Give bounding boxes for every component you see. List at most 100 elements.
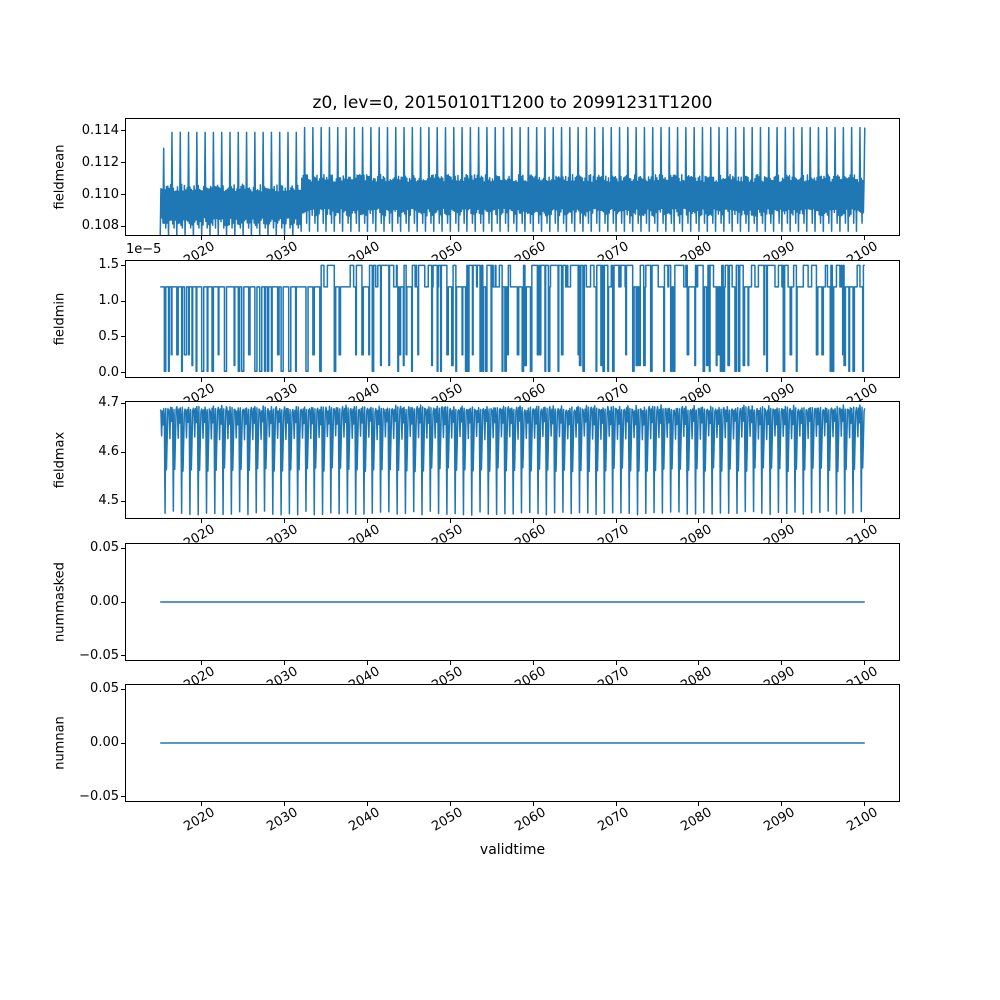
- x-tick-mark: [698, 661, 700, 665]
- axes-spines: [125, 260, 900, 378]
- x-tick-mark: [532, 236, 534, 240]
- x-tick-label: 2080: [678, 805, 715, 835]
- y-tick-mark: [121, 500, 125, 502]
- y-tick-mark: [121, 547, 125, 549]
- x-tick-mark: [781, 802, 783, 806]
- x-tick-mark: [781, 519, 783, 523]
- y-axis-label-fieldmean: fieldmean: [52, 144, 68, 210]
- y-tick-mark: [121, 264, 125, 266]
- y-tick-label: −0.05: [79, 788, 119, 804]
- x-tick-mark: [366, 802, 368, 806]
- x-tick-label: 2090: [761, 805, 798, 835]
- x-tick-mark: [781, 236, 783, 240]
- data-line-fieldmin: [160, 264, 865, 372]
- y-axis-label-nummasked: nummasked: [52, 562, 68, 642]
- y-tick-label: 1.5: [98, 257, 119, 273]
- y-tick-mark: [121, 372, 125, 374]
- x-tick-label: 2070: [595, 805, 632, 835]
- x-tick-mark: [201, 378, 203, 382]
- y-tick-mark: [121, 162, 125, 164]
- x-tick-mark: [449, 378, 451, 382]
- x-tick-mark: [449, 661, 451, 665]
- x-tick-mark: [615, 236, 617, 240]
- y-axis-label-fieldmin: fieldmin: [52, 292, 68, 346]
- y-tick-mark: [121, 194, 125, 196]
- chart-title: z0, lev=0, 20150101T1200 to 20991231T120…: [312, 93, 713, 113]
- x-tick-label: 2050: [429, 805, 466, 835]
- x-tick-mark: [532, 378, 534, 382]
- x-tick-mark: [698, 378, 700, 382]
- y-tick-label: 0.110: [81, 186, 119, 202]
- x-tick-mark: [284, 519, 286, 523]
- y-tick-mark: [121, 402, 125, 404]
- x-tick-mark: [781, 378, 783, 382]
- x-tick-mark: [366, 661, 368, 665]
- y-tick-label: 0.112: [81, 154, 119, 170]
- axes-spines: [125, 401, 900, 519]
- series-plot-nummasked: [125, 543, 900, 661]
- y-axis-offset-text: 1e−5: [126, 242, 162, 257]
- series-plot-fieldmin: [125, 260, 900, 378]
- subplot-fieldmin: fieldmin 1e−5 0.0 0.5 1.0 1.5 2020 2030 2040 20…: [53, 242, 900, 411]
- y-tick-mark: [121, 601, 125, 603]
- x-tick-mark: [201, 519, 203, 523]
- y-tick-label: 4.6: [98, 444, 119, 460]
- series-plot-fieldmax: [125, 401, 900, 519]
- y-tick-label: 0.05: [90, 540, 119, 556]
- x-tick-mark: [201, 802, 203, 806]
- y-tick-mark: [121, 300, 125, 302]
- subplot-nummasked: nummasked −0.05 0.00 0.05 2020 2030 2040 2050 2…: [53, 540, 900, 694]
- y-tick-mark: [121, 451, 125, 453]
- axes-spines: [125, 543, 900, 661]
- x-tick-mark: [615, 378, 617, 382]
- y-tick-mark: [121, 655, 125, 657]
- x-tick-mark: [449, 802, 451, 806]
- y-tick-label: 0.0: [98, 364, 119, 380]
- x-tick-label: 2030: [263, 805, 301, 835]
- x-tick-mark: [615, 802, 617, 806]
- y-tick-label: 4.5: [98, 493, 119, 509]
- subplot-fieldmean: fieldmean 0.108 0.110 0.112 0.114 2020 2030 20…: [53, 118, 900, 269]
- y-axis-label-fieldmax: fieldmax: [52, 431, 68, 489]
- x-tick-label: 2100: [844, 805, 881, 835]
- x-tick-mark: [781, 661, 783, 665]
- x-tick-mark: [615, 661, 617, 665]
- x-tick-mark: [864, 802, 866, 806]
- y-tick-label: 0.114: [81, 122, 119, 138]
- x-tick-mark: [201, 236, 203, 240]
- x-tick-mark: [366, 378, 368, 382]
- y-tick-mark: [121, 225, 125, 227]
- y-tick-label: 0.00: [90, 594, 119, 609]
- x-tick-mark: [284, 802, 286, 806]
- x-tick-mark: [698, 236, 700, 240]
- x-tick-mark: [284, 661, 286, 665]
- y-axis-label-numnan: numnan: [52, 716, 68, 770]
- x-tick-mark: [366, 236, 368, 240]
- x-tick-mark: [284, 378, 286, 382]
- axes-spines: [125, 684, 900, 802]
- subplot-numnan: numnan −0.05 0.00 0.05 2020 2030 2040 2050 2060…: [53, 681, 900, 835]
- x-tick-mark: [864, 661, 866, 665]
- y-tick-label: 0.108: [81, 218, 119, 234]
- series-plot-numnan: [125, 684, 900, 802]
- y-tick-label: 0.00: [90, 735, 119, 750]
- x-tick-label: 2060: [512, 805, 549, 835]
- x-tick-mark: [449, 519, 451, 523]
- y-tick-label: 1.0: [98, 293, 119, 309]
- x-tick-mark: [284, 236, 286, 240]
- x-tick-mark: [615, 519, 617, 523]
- subplot-fieldmax: fieldmax 4.5 4.6 4.7 2020 2030 2040 2050 2060 20…: [53, 395, 900, 552]
- y-tick-mark: [121, 130, 125, 132]
- y-tick-mark: [121, 688, 125, 690]
- y-tick-label: 4.7: [98, 395, 119, 411]
- data-line-fieldmean: [159, 126, 866, 236]
- y-tick-label: 0.05: [90, 681, 119, 697]
- axes-spines: [125, 118, 900, 236]
- x-tick-mark: [698, 519, 700, 523]
- x-tick-mark: [532, 661, 534, 665]
- x-tick-mark: [864, 378, 866, 382]
- y-tick-label: −0.05: [79, 647, 119, 663]
- x-tick-mark: [366, 519, 368, 523]
- x-axis-label: validtime: [479, 842, 546, 858]
